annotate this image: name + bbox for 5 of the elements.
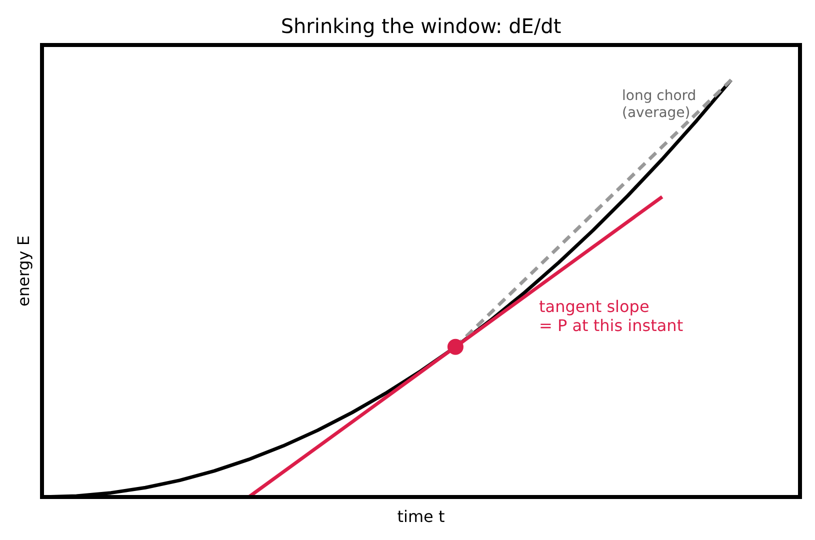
- x-axis-title: time t: [397, 507, 445, 526]
- annotation: tangent slope = P at this instant: [539, 297, 684, 336]
- y-axis-title: energy E: [14, 236, 33, 306]
- annotation: long chord (average): [622, 88, 696, 121]
- chart-title: Shrinking the window: dE/dt: [280, 14, 562, 38]
